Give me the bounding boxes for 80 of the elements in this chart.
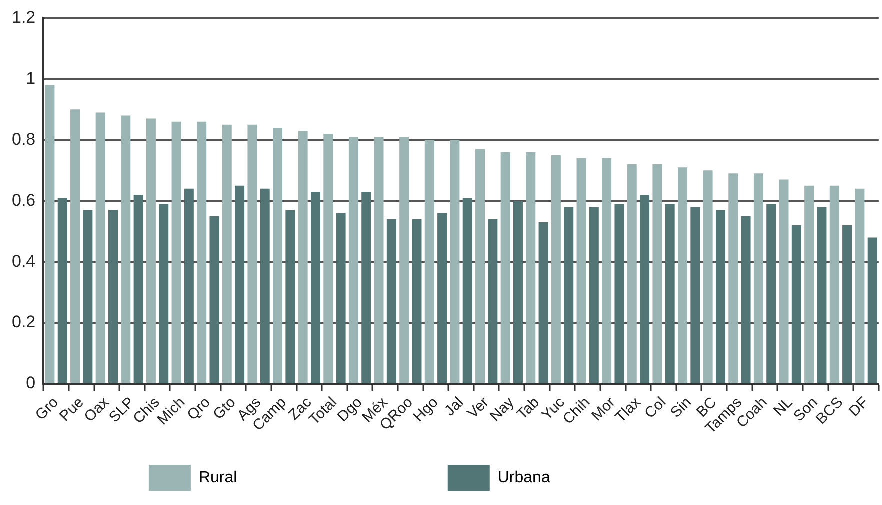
bar [121, 116, 131, 384]
y-tick-label: 0.8 [12, 130, 36, 149]
bar [286, 210, 296, 384]
bar [716, 210, 726, 384]
bar [678, 168, 688, 384]
bar [513, 201, 523, 384]
bar [197, 122, 207, 384]
bar [450, 140, 460, 384]
bar [551, 155, 561, 384]
bar [526, 152, 536, 384]
bar [589, 207, 599, 384]
bar [146, 118, 156, 384]
x-tick-label: Col [642, 394, 670, 422]
bar [184, 188, 194, 384]
bar [766, 204, 776, 384]
bar [324, 134, 334, 384]
bar [538, 222, 548, 384]
y-tick-label: 0 [26, 374, 36, 393]
bar [690, 207, 700, 384]
bar [741, 216, 751, 384]
bar [842, 226, 852, 384]
bar [476, 149, 486, 384]
legend-label: Urbana [498, 469, 738, 486]
bar [665, 204, 675, 384]
bar [855, 188, 865, 384]
bar [273, 128, 283, 384]
y-tick-label: 1 [26, 68, 36, 88]
x-tick-label: Tab [514, 394, 543, 424]
bar [348, 137, 358, 384]
bar [614, 204, 624, 384]
y-tick-label: 0.4 [12, 252, 36, 271]
bar [222, 124, 232, 384]
bar [400, 137, 410, 384]
bar [58, 198, 68, 384]
bar [108, 210, 118, 384]
bar [336, 213, 346, 384]
y-tick-label: 0.6 [12, 190, 36, 210]
bar [374, 137, 384, 384]
bar [728, 174, 738, 384]
bar [424, 140, 434, 384]
bar [817, 207, 827, 384]
bar [627, 164, 637, 384]
bar [172, 122, 182, 384]
x-tick-label: DF [846, 394, 872, 420]
bar [462, 198, 472, 384]
bar [96, 112, 106, 384]
bar [564, 207, 574, 384]
bar [576, 158, 586, 384]
bar [386, 219, 396, 384]
bar [260, 188, 270, 384]
bar [640, 195, 650, 384]
bar [868, 238, 878, 384]
bar [488, 219, 498, 384]
bar [754, 174, 764, 384]
bar [248, 124, 258, 384]
x-tick-label: Jal [441, 394, 468, 420]
bar [602, 158, 612, 384]
bar [210, 216, 220, 384]
y-tick-label: 0.2 [12, 312, 36, 332]
bar [804, 186, 814, 384]
bar [652, 164, 662, 384]
bar [235, 186, 245, 384]
bar [310, 192, 320, 384]
bar [298, 131, 308, 384]
legend-label: Rural [198, 469, 424, 486]
bar [500, 152, 510, 384]
bar [438, 213, 448, 384]
bar [412, 219, 422, 384]
bar [83, 210, 93, 384]
bar [45, 85, 55, 384]
bar [134, 195, 144, 384]
bar [830, 186, 840, 384]
bar [70, 110, 80, 384]
bar [779, 180, 789, 384]
bar [362, 192, 372, 384]
y-tick-label: 1.2 [12, 8, 36, 27]
bar [159, 204, 169, 384]
x-tick-label: Sin [667, 394, 695, 422]
bar [792, 226, 802, 384]
bar [703, 170, 713, 384]
